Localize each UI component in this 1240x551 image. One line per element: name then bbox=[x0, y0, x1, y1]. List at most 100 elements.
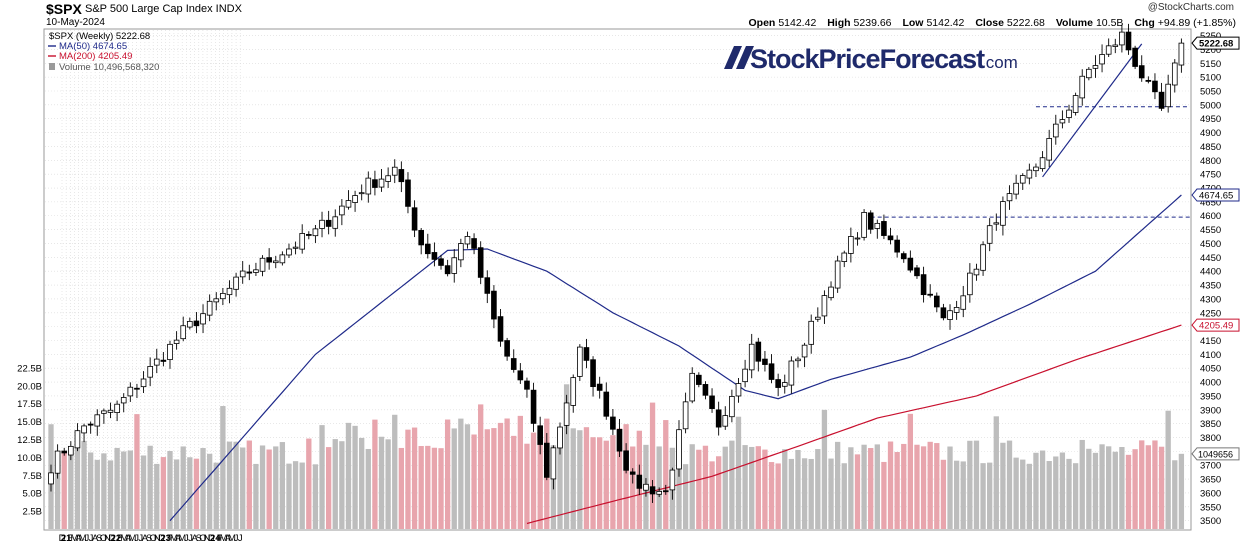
candle-body bbox=[497, 316, 504, 342]
volume-tick-label: 5.0B bbox=[22, 489, 42, 500]
volume-bar bbox=[491, 428, 497, 529]
candle-body bbox=[947, 310, 953, 320]
volume-bar bbox=[1152, 440, 1158, 529]
close-value: 5222.68 bbox=[1006, 17, 1045, 29]
x-tick-label: J bbox=[184, 533, 189, 544]
candle-body bbox=[1086, 68, 1092, 79]
volume-bar bbox=[630, 446, 636, 529]
ma200-line bbox=[526, 324, 1182, 525]
x-tick-label: O bbox=[100, 533, 107, 544]
candle-body bbox=[61, 450, 68, 454]
candle-body bbox=[1171, 62, 1178, 86]
volume-bar bbox=[960, 461, 966, 529]
y-tick-label: 4300 bbox=[1200, 294, 1221, 305]
volume-bar bbox=[834, 441, 841, 529]
x-tick-label: F bbox=[217, 533, 223, 544]
axis-labels: 3500355036003650370037503800385039003950… bbox=[17, 31, 1240, 544]
y-tick-label: 4350 bbox=[1200, 281, 1221, 292]
volume-bar bbox=[973, 440, 980, 529]
y-tick-label: 3600 bbox=[1200, 488, 1221, 499]
candle-body bbox=[438, 258, 444, 266]
volume-bar bbox=[689, 444, 695, 529]
volume-bar bbox=[319, 425, 325, 529]
candle-body bbox=[986, 225, 993, 244]
candle-body bbox=[358, 192, 365, 195]
x-tick-label: 22 bbox=[111, 533, 122, 544]
candle-body bbox=[867, 212, 874, 230]
candle-body bbox=[1165, 83, 1171, 108]
candle-body bbox=[81, 425, 87, 434]
volume-bar bbox=[107, 460, 114, 529]
volume-bar bbox=[259, 445, 266, 529]
price-legend: $SPX (Weekly) 5222.68 MA(50) 4674.65 MA(… bbox=[48, 31, 159, 73]
volume-bar bbox=[94, 459, 100, 529]
y-tick-label: 3850 bbox=[1200, 419, 1221, 430]
candle-body bbox=[656, 490, 662, 495]
y-tick-label: 3950 bbox=[1200, 391, 1221, 402]
candle-body bbox=[491, 290, 497, 320]
y-tick-label: 4750 bbox=[1200, 170, 1221, 181]
y-tick-label: 3800 bbox=[1200, 433, 1221, 444]
legend-volume-swatch bbox=[49, 63, 55, 70]
volume-bar bbox=[61, 452, 67, 529]
y-tick-label: 3550 bbox=[1200, 502, 1221, 513]
x-tick-label: D bbox=[108, 533, 115, 544]
volume-bar bbox=[517, 415, 523, 529]
candle-body bbox=[173, 339, 180, 344]
volume-bar bbox=[464, 424, 471, 529]
volume-bar bbox=[967, 440, 973, 529]
volume-bar bbox=[292, 461, 299, 529]
volume-bar bbox=[458, 418, 464, 529]
volume-bar bbox=[603, 440, 609, 529]
candle-body bbox=[1079, 75, 1086, 99]
volume-bar bbox=[240, 447, 246, 529]
watermark-suffix: .com bbox=[981, 53, 1018, 72]
ticker-name: S&P 500 Large Cap Index INDX bbox=[85, 3, 242, 15]
candle-body bbox=[477, 247, 484, 278]
candle-body bbox=[722, 415, 729, 427]
candle-body bbox=[735, 383, 742, 397]
candle-body bbox=[233, 276, 239, 290]
volume-bar bbox=[676, 448, 682, 529]
candle-body bbox=[689, 372, 696, 402]
candle-body bbox=[279, 254, 286, 264]
ma200-tag-text: 4205.49 bbox=[1199, 321, 1233, 332]
volume-bar bbox=[471, 434, 477, 529]
candle-body bbox=[504, 340, 510, 357]
volume-bar bbox=[894, 452, 900, 529]
candle-body bbox=[147, 366, 153, 378]
candle-body bbox=[101, 410, 107, 414]
high-value: 5239.66 bbox=[853, 17, 892, 29]
volume-bar bbox=[861, 444, 867, 529]
volume-bar bbox=[874, 444, 880, 529]
volume-bar bbox=[696, 449, 702, 529]
candle-body bbox=[127, 386, 134, 397]
volume-tick-label: 22.5B bbox=[17, 363, 42, 374]
volume-bar bbox=[530, 432, 537, 529]
volume-bar bbox=[524, 443, 530, 529]
x-tick-label: A bbox=[92, 533, 99, 544]
candle-body bbox=[993, 222, 1000, 225]
candle-body bbox=[292, 246, 299, 249]
volume-bar bbox=[577, 430, 583, 529]
candle-body bbox=[543, 442, 550, 478]
volume-bar bbox=[749, 446, 755, 529]
low-value: 5142.42 bbox=[926, 17, 965, 29]
candle-body bbox=[841, 252, 848, 262]
chart-date: 10-May-2024 bbox=[46, 17, 105, 28]
volume-bar bbox=[1026, 463, 1033, 529]
candle-body bbox=[120, 397, 127, 404]
y-tick-label: 4800 bbox=[1200, 156, 1221, 167]
x-tick-label: D bbox=[158, 533, 165, 544]
x-tick-label: O bbox=[199, 533, 206, 544]
candle-body bbox=[114, 403, 120, 413]
last-price-tag: 5222.68 bbox=[1191, 36, 1240, 50]
candle-body bbox=[874, 222, 881, 229]
volume-bar bbox=[993, 416, 999, 529]
volume-bar bbox=[187, 457, 193, 529]
volume-bar bbox=[934, 443, 940, 529]
candle-body bbox=[973, 268, 980, 276]
x-tick-label: M bbox=[120, 533, 128, 544]
legend-price: $SPX (Weekly) 5222.68 bbox=[49, 31, 150, 42]
